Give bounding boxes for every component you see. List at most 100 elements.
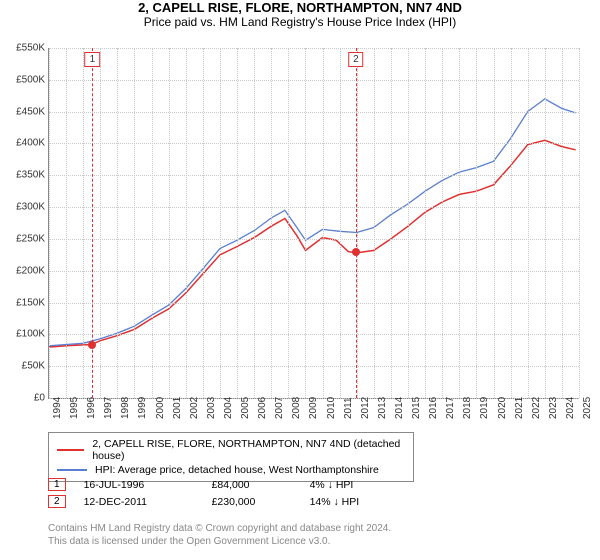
legend-swatch-hpi	[57, 469, 87, 471]
grid-line-h	[49, 366, 579, 367]
series-hpi	[49, 99, 576, 346]
x-axis-label: 2013	[377, 397, 388, 419]
grid-line-v	[49, 48, 50, 398]
y-axis-label: £400K	[3, 138, 45, 149]
grid-line-v	[494, 48, 495, 398]
x-axis-label: 2006	[257, 397, 268, 419]
grid-line-v	[271, 48, 272, 398]
x-axis-label: 2001	[172, 397, 183, 419]
grid-line-v	[408, 48, 409, 398]
x-axis-label: 2010	[326, 397, 337, 419]
grid-line-v	[528, 48, 529, 398]
grid-line-v	[579, 48, 580, 398]
grid-line-v	[152, 48, 153, 398]
x-axis-label: 2018	[462, 397, 473, 419]
grid-line-h	[49, 80, 579, 81]
grid-line-v	[562, 48, 563, 398]
event-badge: 2	[348, 52, 364, 67]
grid-line-v	[254, 48, 255, 398]
x-axis-label: 2008	[291, 397, 302, 419]
y-axis-label: £300K	[3, 202, 45, 213]
grid-line-v	[476, 48, 477, 398]
grid-line-v	[442, 48, 443, 398]
y-axis-label: £250K	[3, 233, 45, 244]
grid-line-v	[323, 48, 324, 398]
x-axis-label: 2024	[565, 397, 576, 419]
x-axis-label: 1998	[120, 397, 131, 419]
grid-line-h	[49, 334, 579, 335]
event-badge-2: 2	[48, 495, 66, 508]
footer-line2: This data is licensed under the Open Gov…	[48, 535, 391, 548]
y-axis-label: £0	[3, 393, 45, 404]
x-axis-label: 2009	[308, 397, 319, 419]
y-axis-label: £100K	[3, 329, 45, 340]
x-axis-label: 2019	[479, 397, 490, 419]
event-line	[356, 48, 357, 398]
x-axis-label: 2005	[240, 397, 251, 419]
grid-line-v	[203, 48, 204, 398]
grid-line-h	[49, 239, 579, 240]
grid-line-v	[459, 48, 460, 398]
x-axis-label: 2003	[206, 397, 217, 419]
grid-line-v	[391, 48, 392, 398]
event-date-2: 12-DEC-2011	[84, 496, 194, 508]
x-axis-label: 2017	[445, 397, 456, 419]
x-axis-label: 2015	[411, 397, 422, 419]
x-axis-label: 1997	[103, 397, 114, 419]
grid-line-v	[83, 48, 84, 398]
x-axis-label: 1996	[86, 397, 97, 419]
grid-line-h	[49, 207, 579, 208]
x-axis-label: 2022	[531, 397, 542, 419]
event-table: 1 16-JUL-1996 £84,000 4% ↓ HPI 2 12-DEC-…	[48, 476, 568, 510]
x-axis-label: 2002	[189, 397, 200, 419]
event-badge-1: 1	[48, 478, 66, 491]
event-delta-2: 14% ↓ HPI	[310, 496, 360, 508]
x-axis-label: 1999	[137, 397, 148, 419]
grid-line-v	[66, 48, 67, 398]
grid-line-v	[288, 48, 289, 398]
grid-line-v	[169, 48, 170, 398]
page-title: 2, CAPELL RISE, FLORE, NORTHAMPTON, NN7 …	[0, 0, 600, 15]
grid-line-v	[305, 48, 306, 398]
grid-line-h	[49, 303, 579, 304]
event-price-2: £230,000	[212, 496, 292, 508]
x-axis-label: 2025	[582, 397, 593, 419]
footer: Contains HM Land Registry data © Crown c…	[48, 522, 391, 548]
event-marker	[88, 341, 96, 349]
event-badge: 1	[85, 52, 101, 67]
grid-line-h	[49, 175, 579, 176]
x-axis-label: 2021	[514, 397, 525, 419]
x-axis-label: 2023	[548, 397, 559, 419]
legend-swatch-price-paid	[57, 449, 84, 451]
event-price-1: £84,000	[212, 479, 292, 491]
y-axis-label: £550K	[3, 43, 45, 54]
x-axis-label: 2007	[274, 397, 285, 419]
x-axis-label: 2020	[497, 397, 508, 419]
y-axis-label: £150K	[3, 297, 45, 308]
legend-label-hpi: HPI: Average price, detached house, West…	[95, 464, 379, 476]
grid-line-h	[49, 48, 579, 49]
page-subtitle: Price paid vs. HM Land Registry's House …	[0, 15, 600, 29]
grid-line-v	[186, 48, 187, 398]
grid-line-v	[220, 48, 221, 398]
y-axis-label: £500K	[3, 74, 45, 85]
x-axis-label: 1995	[69, 397, 80, 419]
event-marker	[352, 248, 360, 256]
event-delta-1: 4% ↓ HPI	[310, 479, 354, 491]
legend: 2, CAPELL RISE, FLORE, NORTHAMPTON, NN7 …	[48, 432, 414, 482]
x-axis-label: 2014	[394, 397, 405, 419]
footer-line1: Contains HM Land Registry data © Crown c…	[48, 522, 391, 535]
x-axis-label: 2004	[223, 397, 234, 419]
y-axis-label: £200K	[3, 265, 45, 276]
grid-line-v	[100, 48, 101, 398]
grid-line-h	[49, 271, 579, 272]
x-axis-label: 2000	[155, 397, 166, 419]
grid-line-h	[49, 112, 579, 113]
grid-line-v	[374, 48, 375, 398]
grid-line-v	[134, 48, 135, 398]
grid-line-h	[49, 143, 579, 144]
y-axis-label: £450K	[3, 106, 45, 117]
x-axis-label: 1994	[52, 397, 63, 419]
grid-line-v	[357, 48, 358, 398]
grid-line-v	[425, 48, 426, 398]
